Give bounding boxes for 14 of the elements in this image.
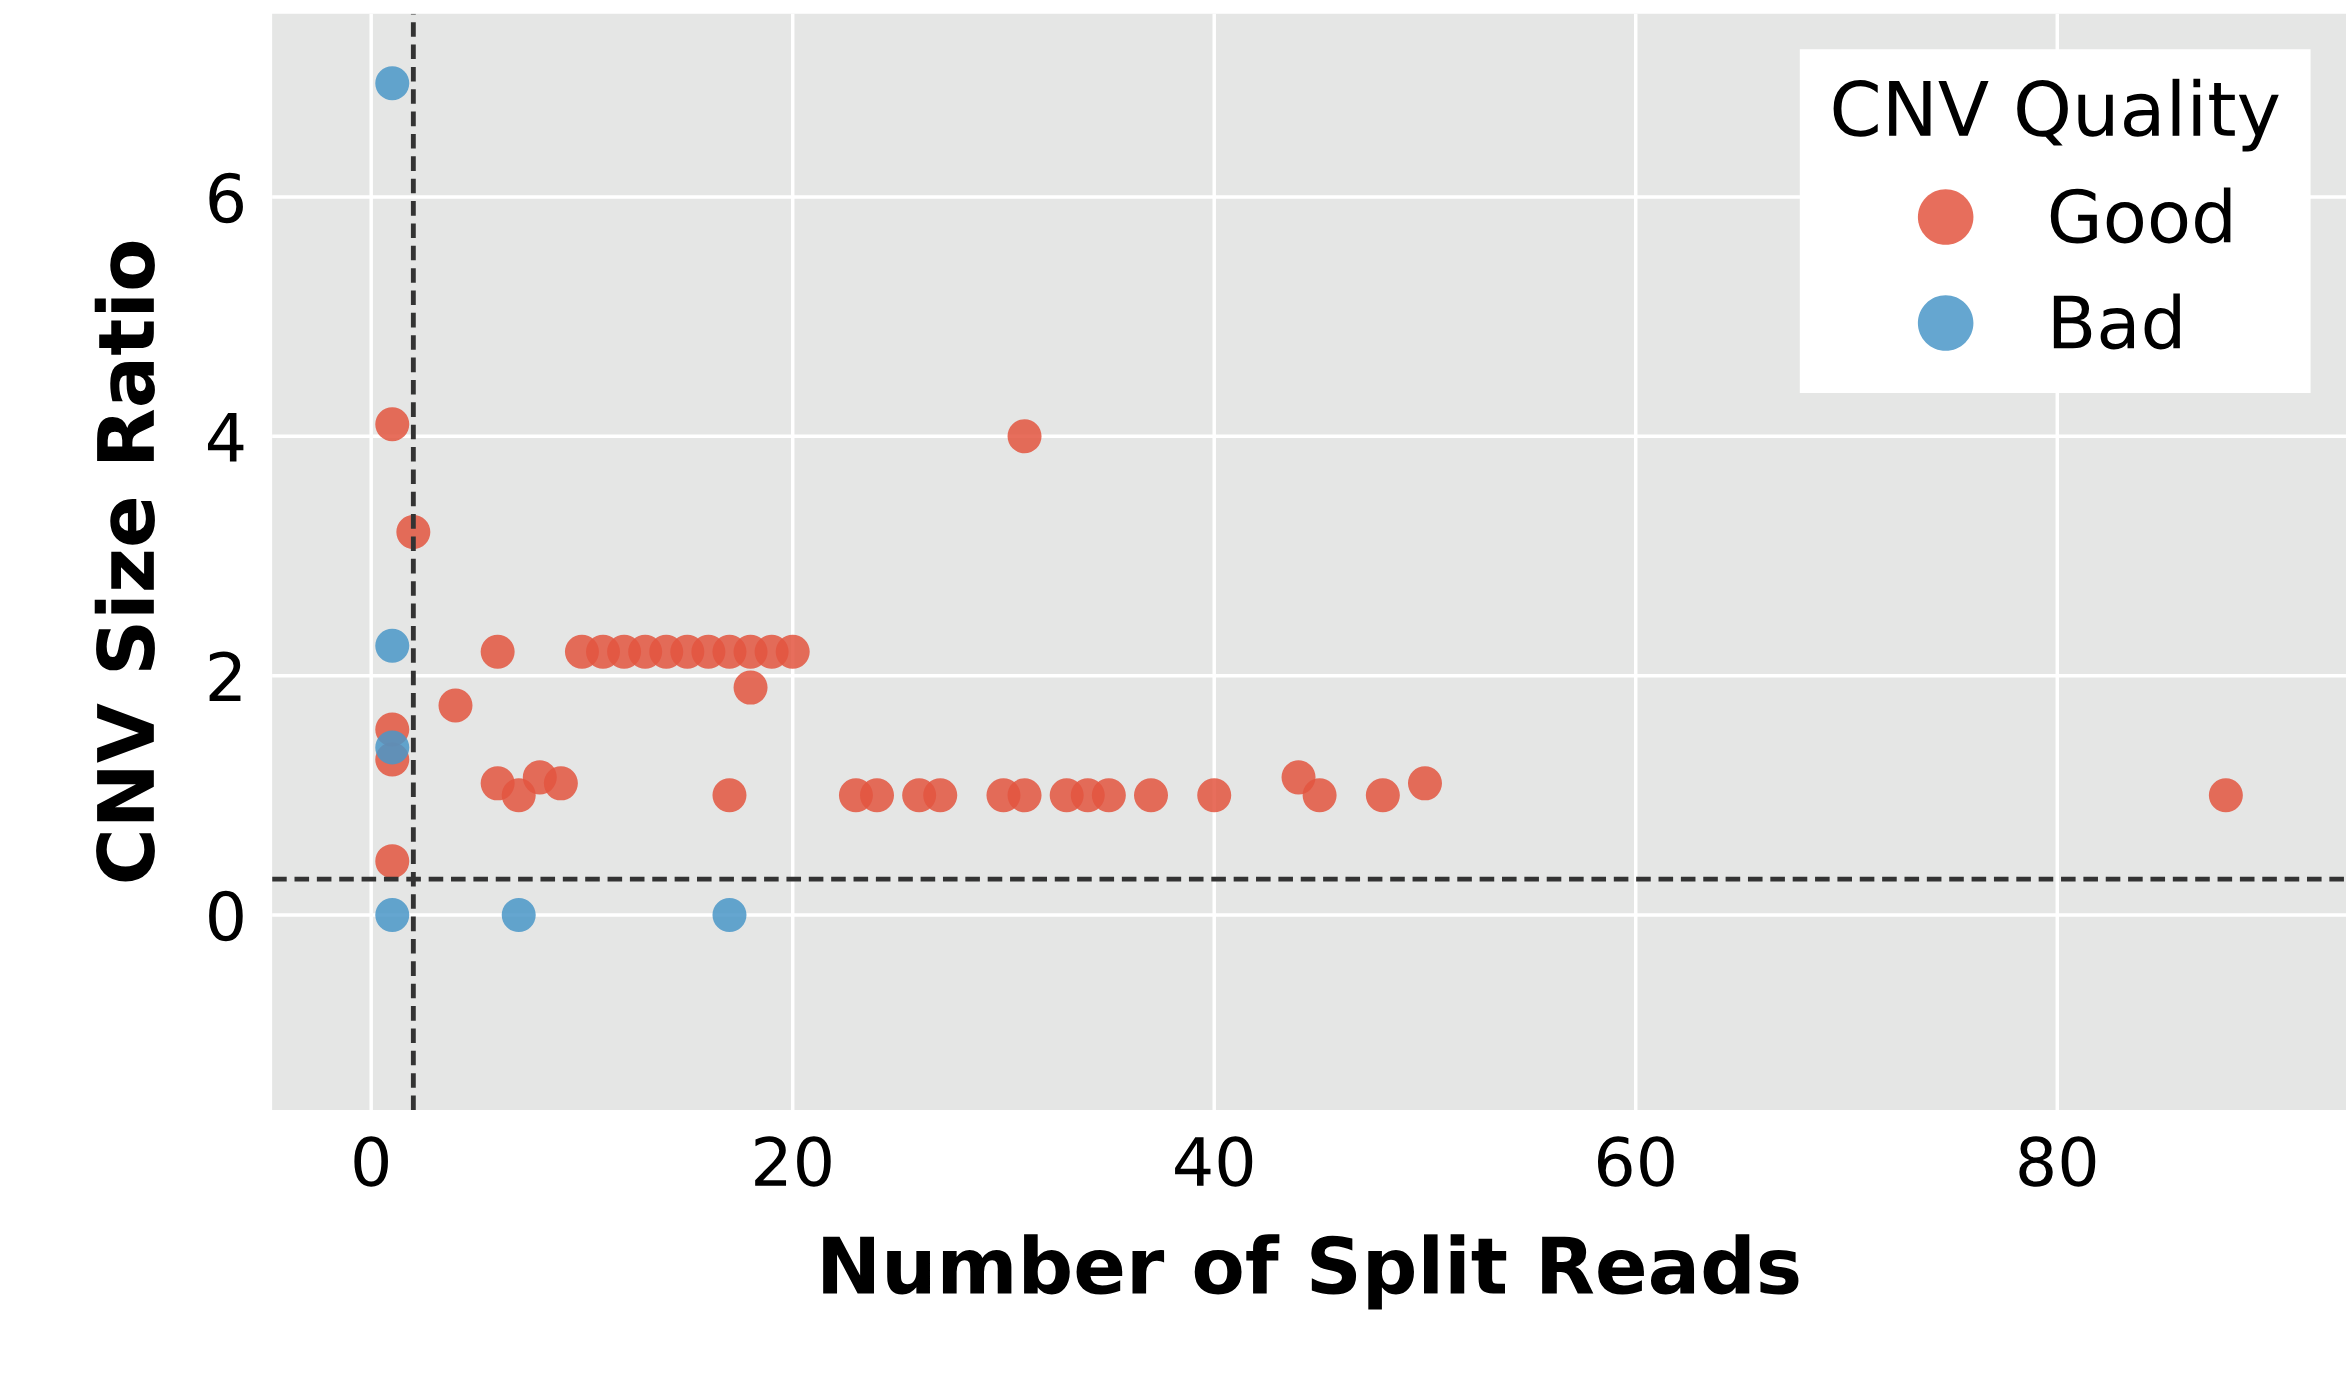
y-tick-label: 2 xyxy=(209,651,241,701)
x-tick-label: 0 xyxy=(354,1136,388,1187)
x-tick-label: 20 xyxy=(755,1136,831,1187)
x-tick-label: 40 xyxy=(1175,1136,1253,1187)
legend-title: CNV Quality xyxy=(1833,78,2279,152)
y-tick-label: 0 xyxy=(209,890,243,942)
legend-label: Good xyxy=(2050,187,2231,244)
x-tick-label: 80 xyxy=(2019,1136,2096,1187)
x-tick-label: 60 xyxy=(1597,1136,1674,1187)
y-axis-title: CNV Size Ratio xyxy=(94,241,155,882)
x-axis-title: Number of Split Reads xyxy=(823,1234,1799,1310)
y-tick-label: 6 xyxy=(209,172,243,224)
y-tick-label: 4 xyxy=(207,413,244,462)
legend-label: Bad xyxy=(2053,293,2180,350)
